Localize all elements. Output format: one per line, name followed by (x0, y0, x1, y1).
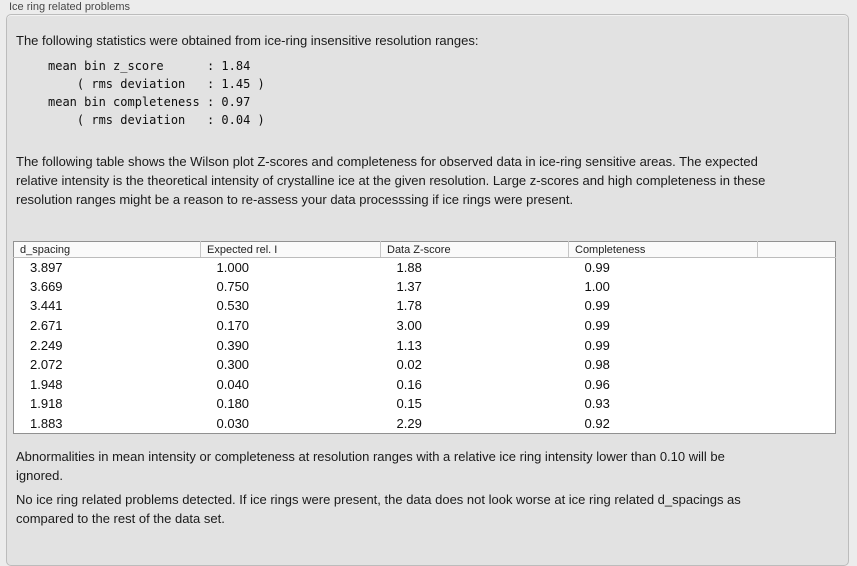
table-cell: 0.530 (216, 298, 250, 314)
table-cell: 3.441 (30, 298, 63, 314)
table-cell (758, 297, 836, 317)
table-cell: 3.669 (30, 278, 63, 294)
table-cell: 0.390 (216, 337, 250, 353)
table-cell: 0.99 (584, 259, 610, 275)
table-cell (758, 316, 836, 336)
table-cell: 3.00 (396, 318, 422, 334)
table-body: 3.897 1.000 1.88 0.99 3.669 0.750 1.37 1.00 3.44… (14, 258, 836, 434)
table-cell (758, 375, 836, 395)
table-cell: 1.918 (30, 396, 63, 412)
column-header[interactable]: Expected rel. I (200, 241, 381, 258)
table-cell: 1.000 (216, 259, 250, 275)
ignore-note-text: Abnormalities in mean intensity or compl… (16, 449, 725, 483)
table-cell: 1.88 (396, 259, 422, 275)
table-cell: 2.072 (30, 357, 63, 373)
ice-ring-panel: Ice ring related problems The following … (6, 1, 849, 566)
table-cell: 0.99 (584, 318, 610, 334)
table-row[interactable]: 1.918 0.180 0.15 0.93 (14, 395, 836, 415)
table-description-text: The following table shows the Wilson plo… (16, 154, 766, 207)
ice-ring-table: d_spacing Expected rel. I Data Z-score Comp… (13, 241, 836, 435)
table-cell: 1.78 (396, 298, 422, 314)
table-row[interactable]: 3.441 0.530 1.78 0.99 (14, 297, 836, 317)
table-cell: 1.00 (584, 278, 610, 294)
stats-summary-block: mean bin z_score : 1.84 ( rms deviation … (48, 59, 265, 127)
table-cell: 0.99 (584, 337, 610, 353)
table-cell: 1.948 (30, 376, 63, 392)
table-cell (758, 336, 836, 356)
table-cell: 0.040 (216, 376, 250, 392)
table-cell: 0.16 (396, 376, 422, 392)
intro-text: The following statistics were obtained f… (16, 33, 479, 48)
column-header[interactable]: Completeness (568, 241, 758, 258)
table-cell: 2.671 (30, 318, 63, 334)
table-cell: 2.249 (30, 337, 63, 353)
table-cell (758, 355, 836, 375)
table-cell: 0.99 (584, 298, 610, 314)
table-cell: 0.02 (396, 357, 422, 373)
table-cell: 0.96 (584, 376, 610, 392)
table-cell: 0.98 (584, 357, 610, 373)
conclusion-text: No ice ring related problems detected. I… (16, 492, 741, 526)
table-cell: 0.750 (216, 278, 250, 294)
table-row[interactable]: 3.669 0.750 1.37 1.00 (14, 277, 836, 297)
column-header[interactable]: Data Z-score (380, 241, 569, 258)
table-cell (758, 258, 836, 278)
table-cell: 1.37 (396, 278, 422, 294)
table-cell: 0.15 (396, 396, 422, 412)
column-header[interactable]: d_spacing (13, 241, 201, 258)
table-header-row: d_spacing Expected rel. I Data Z-score Comp… (13, 241, 836, 258)
table-cell: 0.300 (216, 357, 250, 373)
table-cell: 0.92 (584, 415, 610, 431)
table-cell (758, 277, 836, 297)
table-row[interactable]: 2.249 0.390 1.13 0.99 (14, 336, 836, 356)
table-cell: 1.883 (30, 415, 63, 431)
table-cell: 2.29 (396, 415, 422, 431)
table-cell: 0.180 (216, 396, 250, 412)
table-cell: 3.897 (30, 259, 63, 275)
column-header[interactable] (757, 241, 836, 258)
table-cell: 0.030 (216, 415, 250, 431)
table-cell: 0.170 (216, 318, 250, 334)
table-row[interactable]: 1.883 0.030 2.29 0.92 (14, 414, 836, 434)
table-cell (758, 414, 836, 434)
table-row[interactable]: 3.897 1.000 1.88 0.99 (14, 258, 836, 278)
table-cell (758, 395, 836, 415)
panel-title: Ice ring related problems (9, 1, 131, 13)
table-row[interactable]: 2.072 0.300 0.02 0.98 (14, 355, 836, 375)
table-row[interactable]: 2.671 0.170 3.00 0.99 (14, 316, 836, 336)
table-row[interactable]: 1.948 0.040 0.16 0.96 (14, 375, 836, 395)
table-cell: 1.13 (396, 337, 422, 353)
table-cell: 0.93 (584, 396, 610, 412)
